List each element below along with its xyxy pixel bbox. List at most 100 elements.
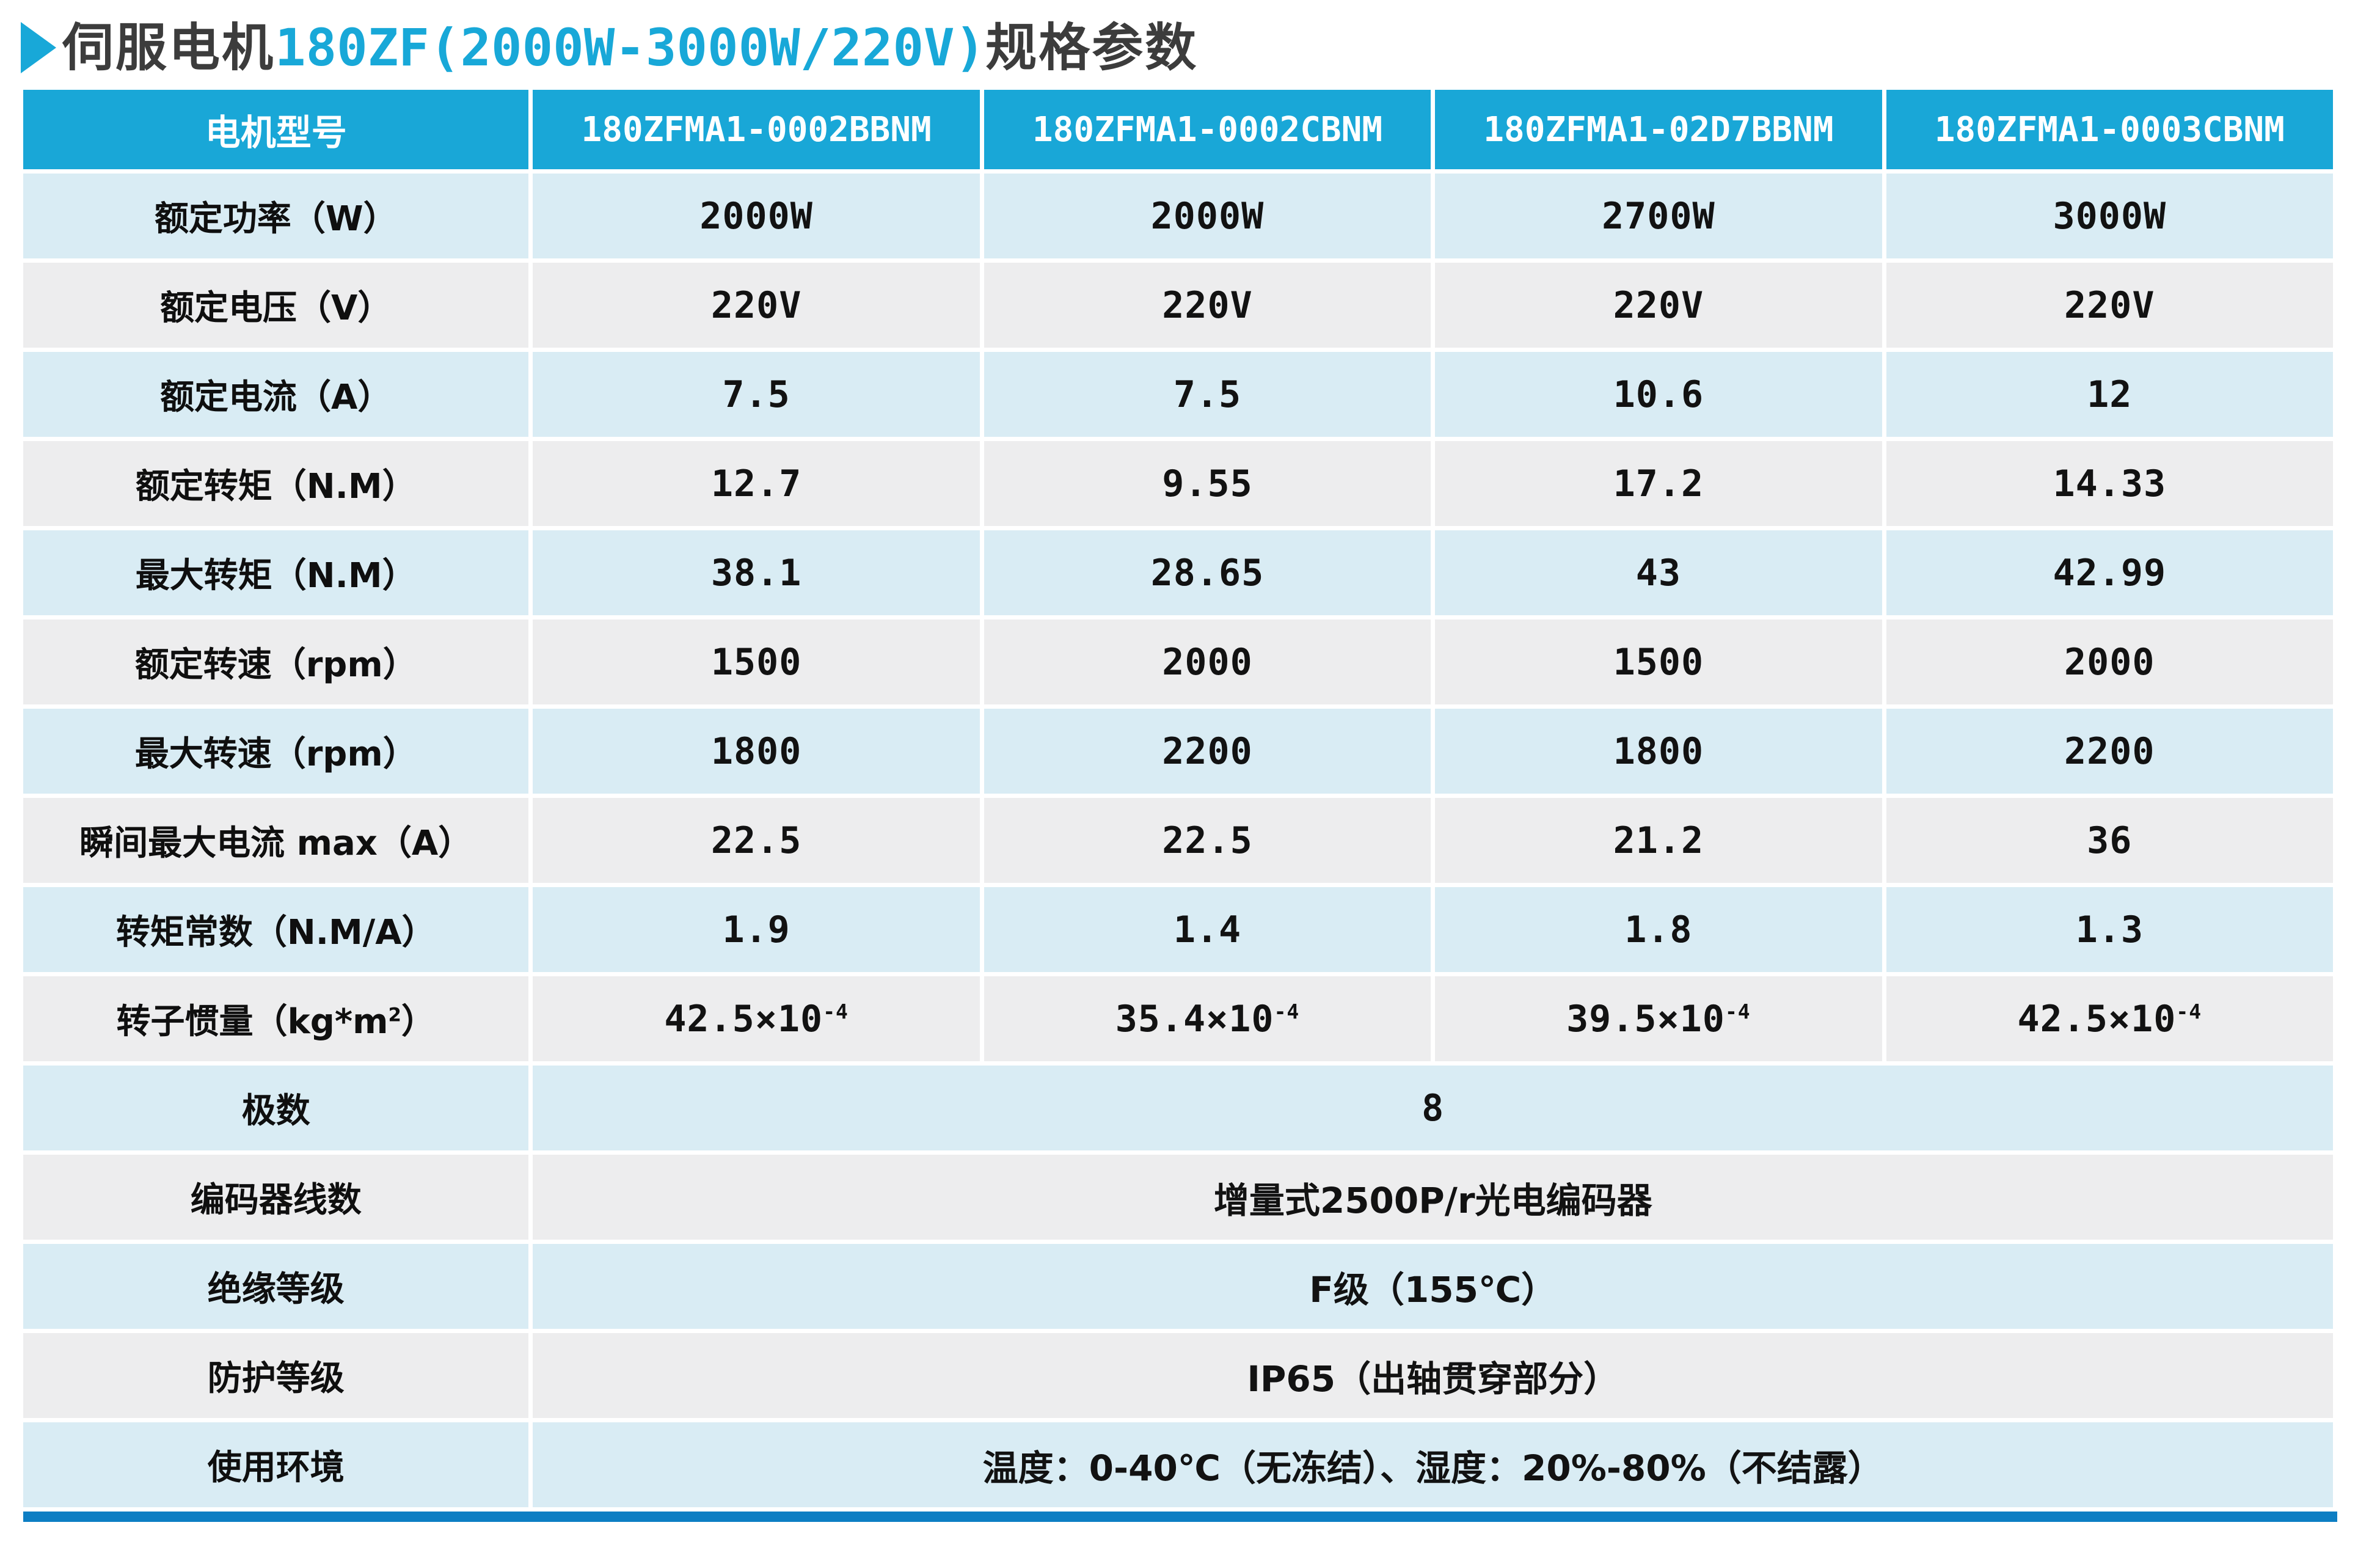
cell-value: 1.4 [984, 887, 1431, 972]
row-operating-environment: 使用环境 温度：0-40℃（无冻结）、湿度：20%-80%（不结露） [23, 1422, 2333, 1507]
spec-table: 电机型号 180ZFMA1-0002BBNM 180ZFMA1-0002CBNM… [19, 86, 2337, 1512]
cell-value: 2000W [533, 174, 980, 258]
page-title-text: 伺服电机180ZF(2000W-3000W/220V)规格参数 [62, 20, 1198, 76]
page-title: 伺服电机180ZF(2000W-3000W/220V)规格参数 [0, 0, 2380, 76]
row-protection-class: 防护等级 IP65（出轴贯穿部分） [23, 1333, 2333, 1418]
cell-value: 35.4×10-4 [984, 976, 1431, 1061]
row-pole-number: 极数 8 [23, 1066, 2333, 1150]
table-header-row: 电机型号 180ZFMA1-0002BBNM 180ZFMA1-0002CBNM… [23, 90, 2333, 169]
row-label: 使用环境 [23, 1422, 529, 1507]
inertia-exp: -4 [823, 999, 849, 1023]
row-label: 额定功率（W） [23, 174, 529, 258]
inertia-base: 42.5×10 [2017, 997, 2177, 1040]
cell-value: 2000 [1886, 620, 2333, 704]
rotor-inertia-label-end: ） [401, 1002, 436, 1042]
cell-value: 42.99 [1886, 530, 2333, 615]
cell-value: 220V [1435, 263, 1882, 348]
cell-value: 39.5×10-4 [1435, 976, 1882, 1061]
row-label: 额定电流（A） [23, 352, 529, 437]
cell-value: 12 [1886, 352, 2333, 437]
cell-value: 43 [1435, 530, 1882, 615]
row-rotor-inertia: 转子惯量（kg*m2） 42.5×10-4 35.4×10-4 39.5×10-… [23, 976, 2333, 1061]
cell-value: 220V [984, 263, 1431, 348]
cell-value: 2200 [1886, 709, 2333, 794]
inertia-exp: -4 [1274, 999, 1300, 1023]
cell-value: 2000W [984, 174, 1431, 258]
cell-value: 22.5 [533, 798, 980, 883]
row-label: 最大转矩（N.M） [23, 530, 529, 615]
header-model-2: 180ZFMA1-0002CBNM [984, 90, 1431, 169]
header-motor-model-label: 电机型号 [23, 90, 529, 169]
row-rated-voltage: 额定电压（V） 220V 220V 220V 220V [23, 263, 2333, 348]
bottom-accent-bar [23, 1512, 2337, 1522]
cell-value-span: 8 [533, 1066, 2333, 1150]
cell-value: 7.5 [984, 352, 1431, 437]
title-model-range: 180ZF(2000W-3000W/220V) [275, 17, 986, 78]
inertia-base: 35.4×10 [1115, 997, 1274, 1040]
row-torque-constant: 转矩常数（N.M/A） 1.9 1.4 1.8 1.3 [23, 887, 2333, 972]
row-label: 极数 [23, 1066, 529, 1150]
cell-value: 2700W [1435, 174, 1882, 258]
cell-value-span: 温度：0-40℃（无冻结）、湿度：20%-80%（不结露） [533, 1422, 2333, 1507]
row-max-speed: 最大转速（rpm） 1800 2200 1800 2200 [23, 709, 2333, 794]
cell-value: 21.2 [1435, 798, 1882, 883]
row-label: 额定转速（rpm） [23, 620, 529, 704]
cell-value-span: F级（155℃） [533, 1244, 2333, 1329]
row-label: 转矩常数（N.M/A） [23, 887, 529, 972]
row-label: 额定转矩（N.M） [23, 441, 529, 526]
row-label: 额定电压（V） [23, 263, 529, 348]
cell-value: 3000W [1886, 174, 2333, 258]
row-rated-speed: 额定转速（rpm） 1500 2000 1500 2000 [23, 620, 2333, 704]
title-arrow-icon [21, 22, 56, 73]
title-suffix: 规格参数 [985, 17, 1199, 78]
row-encoder-lines: 编码器线数 增量式2500P/r光电编码器 [23, 1155, 2333, 1240]
cell-value: 12.7 [533, 441, 980, 526]
cell-value: 2000 [984, 620, 1431, 704]
header-model-4: 180ZFMA1-0003CBNM [1886, 90, 2333, 169]
row-label: 编码器线数 [23, 1155, 529, 1240]
cell-value: 28.65 [984, 530, 1431, 615]
cell-value: 42.5×10-4 [1886, 976, 2333, 1061]
row-label: 绝缘等级 [23, 1244, 529, 1329]
row-rated-torque: 额定转矩（N.M） 12.7 9.55 17.2 14.33 [23, 441, 2333, 526]
cell-value: 14.33 [1886, 441, 2333, 526]
cell-value: 9.55 [984, 441, 1431, 526]
inertia-exp: -4 [2176, 999, 2202, 1023]
cell-value: 22.5 [984, 798, 1431, 883]
cell-value: 10.6 [1435, 352, 1882, 437]
row-insulation-class: 绝缘等级 F级（155℃） [23, 1244, 2333, 1329]
cell-value: 1500 [533, 620, 980, 704]
inertia-base: 42.5×10 [664, 997, 823, 1040]
cell-value: 7.5 [533, 352, 980, 437]
row-instant-max-current: 瞬间最大电流 max（A） 22.5 22.5 21.2 36 [23, 798, 2333, 883]
cell-value: 1.9 [533, 887, 980, 972]
cell-value: 1800 [1435, 709, 1882, 794]
cell-value: 38.1 [533, 530, 980, 615]
cell-value-span: 增量式2500P/r光电编码器 [533, 1155, 2333, 1240]
header-model-3: 180ZFMA1-02D7BBNM [1435, 90, 1882, 169]
rotor-inertia-label-base: 转子惯量（kg*m [116, 1002, 389, 1042]
row-label: 防护等级 [23, 1333, 529, 1418]
cell-value: 36 [1886, 798, 2333, 883]
cell-value: 220V [533, 263, 980, 348]
cell-value: 1800 [533, 709, 980, 794]
cell-value: 2200 [984, 709, 1431, 794]
row-rated-power: 额定功率（W） 2000W 2000W 2700W 3000W [23, 174, 2333, 258]
header-model-1: 180ZFMA1-0002BBNM [533, 90, 980, 169]
row-label: 瞬间最大电流 max（A） [23, 798, 529, 883]
cell-value: 17.2 [1435, 441, 1882, 526]
title-prefix: 伺服电机 [62, 17, 276, 78]
inertia-exp: -4 [1725, 999, 1751, 1023]
cell-value: 1500 [1435, 620, 1882, 704]
row-rated-current: 额定电流（A） 7.5 7.5 10.6 12 [23, 352, 2333, 437]
cell-value: 1.8 [1435, 887, 1882, 972]
row-label: 最大转速（rpm） [23, 709, 529, 794]
cell-value: 42.5×10-4 [533, 976, 980, 1061]
cell-value: 220V [1886, 263, 2333, 348]
inertia-base: 39.5×10 [1566, 997, 1725, 1040]
cell-value: 1.3 [1886, 887, 2333, 972]
row-label: 转子惯量（kg*m2） [23, 976, 529, 1061]
rotor-inertia-label-sup: 2 [388, 1004, 401, 1026]
row-max-torque: 最大转矩（N.M） 38.1 28.65 43 42.99 [23, 530, 2333, 615]
